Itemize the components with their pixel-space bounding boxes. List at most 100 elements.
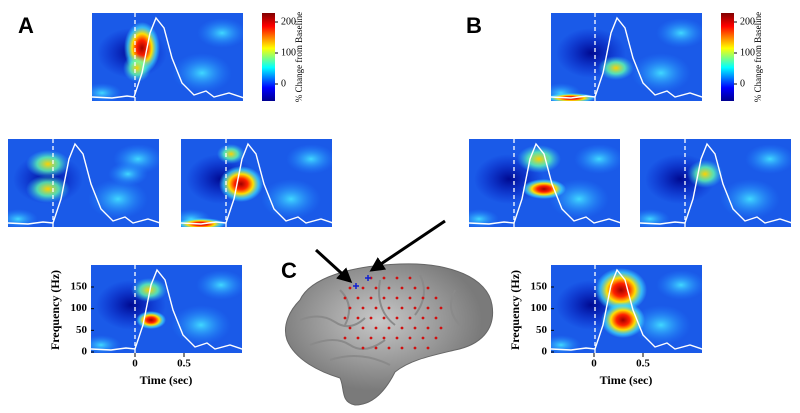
response-trace [91,268,242,351]
spectrogram [91,265,242,353]
electrode [434,336,438,340]
y-tick-label: 150 [531,281,548,293]
spectrogram-image [469,139,620,227]
electrode [426,326,430,330]
spectrogram-image [551,13,702,101]
blob [131,278,167,302]
electrode [387,286,391,290]
electrode [361,346,365,350]
electrode [369,316,373,320]
electrode [361,306,365,310]
electrode [400,326,404,330]
electrode [395,276,399,280]
blob [517,145,561,173]
response-trace [469,142,620,225]
colorbar [721,13,734,101]
electrode [361,286,365,290]
blob [172,53,232,93]
x-tick-label: 0 [591,358,597,370]
electrode [400,306,404,310]
blob [631,305,691,345]
electrode [387,326,391,330]
electrode [348,306,352,310]
blob [92,83,122,101]
electrode [400,286,404,290]
spectrogram-image [92,13,243,101]
electrode [439,326,443,330]
blob [219,166,263,202]
y-tick-label: 100 [531,302,548,314]
electrode [374,286,378,290]
spectrogram [92,13,243,101]
colorbar-tick-label: 100 [281,47,296,58]
electrode [395,336,399,340]
electrode [395,296,399,300]
blob [720,179,780,219]
blob [123,54,151,82]
electrode [356,316,360,320]
electrode [361,326,365,330]
y-axis-label: Frequency (Hz) [48,270,62,350]
electrode [374,306,378,310]
x-tick-label: 0 [132,358,138,370]
blob [91,335,121,353]
y-tick-label: 50 [76,324,88,336]
electrode [408,336,412,340]
x-axis-label: Time (sec) [140,373,193,387]
colorbar-tick-label: 200 [740,16,755,27]
colorbar-tick-label: 0 [740,78,745,89]
y-tick-label: 150 [71,281,88,293]
colorbar [262,13,275,101]
electrode [348,286,352,290]
response-trace [640,142,791,225]
brain-illustration [285,219,494,406]
blob [108,162,148,186]
blob [26,150,70,178]
electrode [356,336,360,340]
blob [136,311,166,329]
colorbar-tick-label: 200 [281,16,296,27]
electrode [369,296,373,300]
blob [286,144,332,174]
electrode [421,336,425,340]
spectrogram-image [551,265,702,353]
y-axis-label: Frequency (Hz) [508,270,522,350]
electrode [395,316,399,320]
electrode [382,276,386,280]
colorbar-tick-label: 0 [281,78,286,89]
blob [261,179,321,219]
blob [640,209,670,227]
blob [631,53,691,93]
electrode [387,346,391,350]
electrode [369,336,373,340]
electrode [343,296,347,300]
spectrogram [640,139,791,227]
electrode [374,326,378,330]
electrode [356,296,360,300]
blob [656,18,702,48]
electrode [421,316,425,320]
x-tick-label: 0.5 [177,358,191,370]
y-tick-label: 0 [82,346,88,358]
colorbar-label: % Change from Baseline [753,12,763,102]
electrode [343,316,347,320]
spectrogram-image [640,139,791,227]
y-tick-label: 0 [542,346,548,358]
electrode [426,286,430,290]
panel-label: C [281,258,297,283]
blob [656,270,702,300]
electrode [348,326,352,330]
spectrogram [181,139,332,227]
electrode [421,296,425,300]
blob [522,179,566,199]
y-tick-label: 50 [536,324,548,336]
electrode [413,326,417,330]
blob [574,144,620,174]
blob [181,218,226,227]
electrode [413,306,417,310]
blob [745,144,791,174]
blob [217,144,245,164]
response-trace [181,142,332,225]
spectrogram-image [8,139,159,227]
